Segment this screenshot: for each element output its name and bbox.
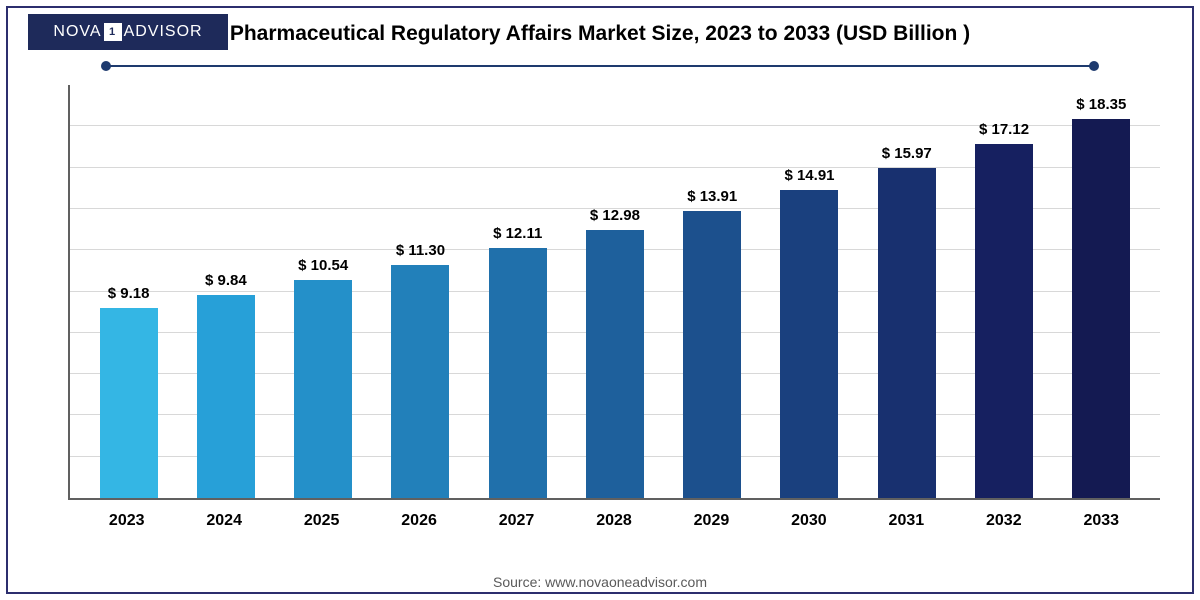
bar-group: $ 17.12 [963,121,1045,498]
bar-value-label: $ 12.11 [493,225,542,242]
x-axis-label: 2025 [281,506,363,530]
bar-group: $ 15.97 [866,145,948,498]
plot-region: $ 9.18 $ 9.84 $ 10.54 $ 11.30 $ 12.11 $ 12.98… [68,85,1160,500]
bar-value-label: $ 15.97 [882,145,932,162]
bar [391,265,449,498]
bar-group: $ 12.98 [574,207,656,498]
bar-value-label: $ 9.18 [108,285,150,302]
bars-container: $ 9.18 $ 9.84 $ 10.54 $ 11.30 $ 12.11 $ 12.98… [70,85,1160,498]
bar [975,144,1033,498]
bar-group: $ 14.91 [768,167,850,498]
x-axis-label: 2024 [183,506,265,530]
x-axis-label: 2028 [573,506,655,530]
x-axis-labels: 2023 2024 2025 2026 2027 2028 2029 2030 2031 2032… [68,506,1160,530]
bar [294,280,352,498]
bar-value-label: $ 18.35 [1076,96,1126,113]
x-axis-label: 2026 [378,506,460,530]
bar-group: $ 10.54 [282,257,364,498]
bar-value-label: $ 14.91 [784,167,834,184]
bar-value-label: $ 9.84 [205,272,247,289]
bar [780,190,838,498]
bar [586,230,644,498]
bar-value-label: $ 11.30 [396,242,445,259]
x-axis-label: 2033 [1060,506,1142,530]
bar [197,295,255,498]
chart-area: $ 9.18 $ 9.84 $ 10.54 $ 11.30 $ 12.11 $ 12.98… [68,85,1160,530]
logo-text-left: NOVA [53,23,101,41]
x-axis-label: 2023 [86,506,168,530]
bar-group: $ 13.91 [671,188,753,498]
title-underline [105,60,1095,72]
bar [683,211,741,498]
bar-value-label: $ 12.98 [590,207,640,224]
x-axis-label: 2029 [670,506,752,530]
x-axis-label: 2030 [768,506,850,530]
bar-group: $ 9.18 [88,285,170,498]
source-text: Source: www.novaoneadvisor.com [493,574,707,590]
bar-group: $ 9.84 [185,272,267,498]
chart-title: Pharmaceutical Regulatory Affairs Market… [150,22,1050,46]
bar-value-label: $ 13.91 [687,188,737,205]
bar-value-label: $ 17.12 [979,121,1029,138]
x-axis-label: 2031 [865,506,947,530]
line-segment [105,65,1095,67]
line-dot-right [1089,61,1099,71]
bar-group: $ 11.30 [379,242,461,498]
bar [100,308,158,498]
bar-group: $ 12.11 [477,225,559,498]
x-axis-label: 2027 [476,506,558,530]
bar [1072,119,1130,498]
logo-one-box: 1 [104,23,122,41]
bar [878,168,936,498]
bar [489,248,547,498]
bar-group: $ 18.35 [1060,96,1142,498]
bar-value-label: $ 10.54 [298,257,348,274]
x-axis-label: 2032 [963,506,1045,530]
